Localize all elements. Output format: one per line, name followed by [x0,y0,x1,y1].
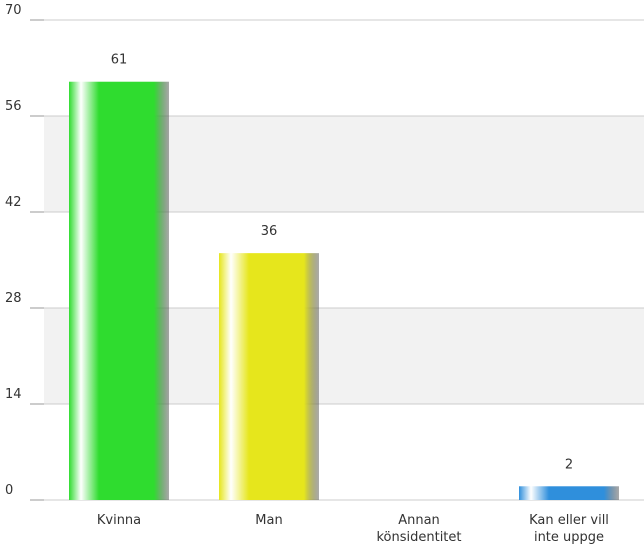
data-label: 2 [565,457,573,472]
data-label: 61 [111,53,128,68]
y-tick-label: 56 [5,99,22,114]
y-tick-label: 70 [5,3,22,18]
x-tick-label: Kan eller vill inte uppge [529,513,609,545]
bar [519,486,619,500]
y-tick-label: 42 [5,195,22,210]
x-tick-label: Kvinna [96,513,142,528]
y-tick-label: 14 [5,387,22,402]
bar [219,253,319,500]
x-tick-label: Man [255,513,283,528]
y-tick-label: 28 [5,291,22,306]
x-tick-label: Annan könsidentitet [376,513,462,545]
y-tick-label: 0 [5,483,13,498]
data-label: 36 [261,224,278,239]
bar [69,81,169,500]
